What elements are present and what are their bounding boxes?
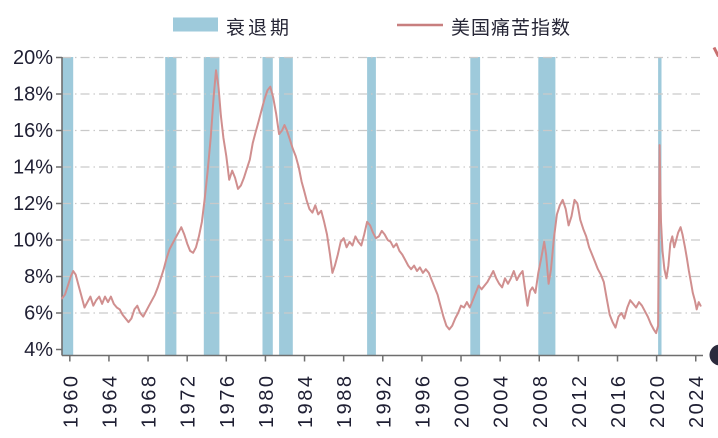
x-axis-label: 1984 xyxy=(295,374,317,429)
x-axis-label: 2012 xyxy=(569,374,591,429)
recession-legend-label: 衰退期 xyxy=(226,17,292,39)
recession-band xyxy=(165,57,177,356)
x-axis-label: 1972 xyxy=(178,374,200,429)
x-axis-label: 1992 xyxy=(373,374,395,429)
x-axis-label: 1996 xyxy=(412,374,434,429)
y-axis-label: 16% xyxy=(13,120,53,142)
recession-legend-swatch xyxy=(173,17,218,32)
y-axis-label: 10% xyxy=(13,230,53,252)
x-axis-label: 2024 xyxy=(686,374,708,429)
x-axis-label: 2020 xyxy=(647,374,669,429)
recession-band xyxy=(279,57,293,356)
x-axis-label: 1960 xyxy=(60,374,82,429)
x-axis-label: 1964 xyxy=(99,374,121,429)
series-legend-label: 美国痛苦指数 xyxy=(451,17,571,39)
cropped-red-mark xyxy=(712,46,718,58)
x-axis-label: 2016 xyxy=(608,374,630,429)
recession-band xyxy=(538,57,556,356)
y-axis-label: 18% xyxy=(13,84,53,106)
recession-band xyxy=(62,57,74,356)
recession-band xyxy=(470,57,481,356)
x-axis-label: 1968 xyxy=(139,374,161,429)
x-axis-label: 2000 xyxy=(452,374,474,429)
y-axis-label: 20% xyxy=(13,47,53,69)
chart-legend: 衰退期 美国痛苦指数 xyxy=(173,17,571,39)
recession-band xyxy=(367,57,376,356)
x-axis-label: 1980 xyxy=(256,374,278,429)
x-axis-label: 1988 xyxy=(334,374,356,429)
x-axis-label: 1976 xyxy=(217,374,239,429)
misery-index-line xyxy=(61,69,702,335)
recession-band xyxy=(203,57,220,356)
y-axis-label: 14% xyxy=(13,157,53,179)
recession-band xyxy=(262,57,273,356)
y-axis-label: 12% xyxy=(13,193,53,215)
x-axis-label: 2004 xyxy=(491,374,513,429)
y-axis-label: 4% xyxy=(24,339,53,361)
cropped-dark-circle xyxy=(709,344,718,366)
x-axis-label: 2008 xyxy=(530,374,552,429)
cropped-edge-artifacts xyxy=(709,46,718,366)
y-axis-label: 8% xyxy=(24,266,53,288)
y-axis-label: 6% xyxy=(24,303,53,325)
